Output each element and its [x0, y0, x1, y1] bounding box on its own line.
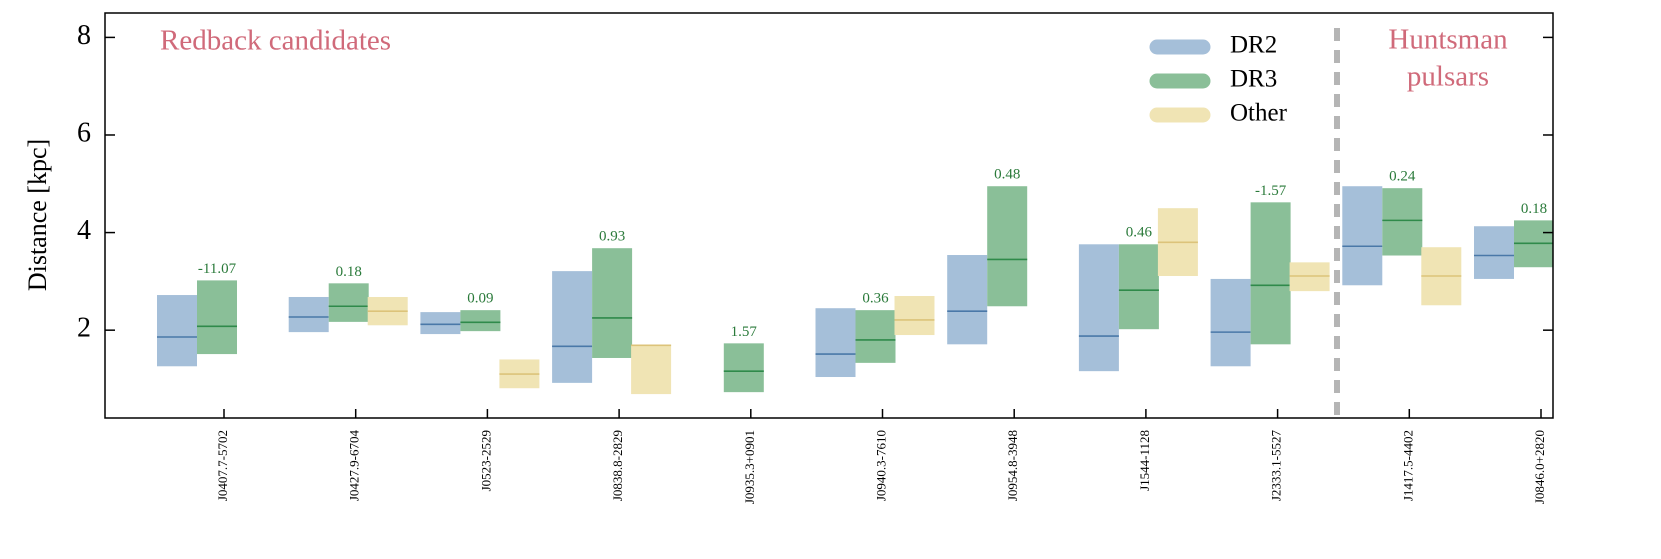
range-bar: [947, 255, 988, 345]
annotation: 0.18: [336, 264, 362, 280]
range-bar: [1118, 244, 1159, 330]
legend-label: DR2: [1230, 32, 1277, 59]
y-tick-label: 2: [77, 313, 91, 344]
range-bar: [855, 310, 896, 363]
range-bar: [723, 343, 764, 393]
range-bar: [552, 271, 593, 383]
range-bar: [894, 296, 935, 336]
range-bar: [1250, 202, 1291, 345]
range-bar: [1078, 244, 1119, 372]
range-bar: [1382, 188, 1423, 256]
x-tick-label: J1417.5-4402: [1400, 430, 1415, 501]
range-bar: [157, 295, 197, 367]
range-bar: [1342, 186, 1383, 286]
annotation: 0.46: [1126, 225, 1153, 241]
annotation: -1.57: [1255, 183, 1287, 199]
annotation: 0.18: [1521, 201, 1547, 217]
y-axis-label: Distance [kpc]: [23, 139, 52, 291]
region-label: Huntsman: [1388, 24, 1508, 56]
x-tick-label: J0935.3+0901: [742, 430, 757, 504]
y-tick-label: 4: [77, 215, 91, 246]
x-tick-label: J0846.0+2820: [1532, 430, 1547, 504]
annotation: 0.48: [994, 167, 1020, 183]
plot-area: [157, 186, 1553, 395]
x-tick-label: J0427.9-6704: [347, 430, 362, 502]
region-label: Redback candidates: [160, 25, 391, 57]
range-bar: [592, 248, 633, 358]
range-bar: [420, 312, 461, 335]
annotation: -11.07: [198, 261, 237, 277]
range-bar: [987, 186, 1028, 307]
range-bar: [328, 283, 369, 322]
plot-frame: [104, 12, 1554, 419]
range-bar: [815, 308, 856, 378]
y-tick-label: 8: [77, 20, 91, 51]
x-tick-label: J0523-2529: [478, 430, 493, 491]
range-bar: [460, 310, 501, 332]
x-tick-label: J1544-1128: [1137, 430, 1152, 491]
x-tick-label: J2333.1-5527: [1269, 430, 1284, 502]
legend-label: Other: [1230, 100, 1288, 127]
annotation: 0.36: [862, 291, 889, 307]
range-bar: [197, 280, 237, 355]
range-bar: [1474, 226, 1514, 279]
region-label: pulsars: [1407, 61, 1489, 93]
legend-label: DR3: [1230, 66, 1277, 93]
annotation: 0.93: [599, 229, 625, 245]
annotation: 1.57: [731, 324, 758, 340]
annotation: 0.09: [467, 291, 493, 307]
range-bar: [288, 296, 329, 333]
x-tick-label: J0954.8-3948: [1005, 430, 1020, 501]
annotation: 0.24: [1389, 169, 1416, 185]
y-tick-label: 6: [77, 117, 91, 148]
range-bar: [631, 345, 672, 395]
x-tick-label: J0407.7-5702: [215, 430, 230, 501]
x-tick-label: J0940.3-7610: [873, 430, 888, 501]
x-tick-label: J0838.8-2829: [610, 430, 625, 501]
range-bar: [1210, 278, 1251, 367]
